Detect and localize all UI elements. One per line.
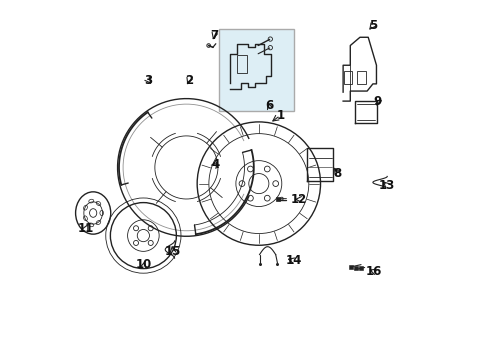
Text: 9: 9 bbox=[373, 95, 381, 108]
Bar bbox=[344, 71, 352, 84]
Text: 15: 15 bbox=[164, 244, 181, 257]
Bar bbox=[236, 55, 246, 73]
Text: 3: 3 bbox=[144, 74, 152, 87]
Text: 4: 4 bbox=[210, 158, 219, 171]
Text: 12: 12 bbox=[290, 193, 306, 206]
Bar bbox=[357, 71, 365, 84]
Text: 14: 14 bbox=[285, 254, 302, 267]
Text: 10: 10 bbox=[136, 258, 152, 271]
Text: 13: 13 bbox=[378, 179, 394, 192]
Text: 2: 2 bbox=[184, 74, 193, 87]
Text: 11: 11 bbox=[78, 222, 94, 235]
Text: 1: 1 bbox=[276, 109, 284, 122]
Text: 8: 8 bbox=[333, 167, 341, 180]
Text: 7: 7 bbox=[209, 29, 218, 42]
Text: 16: 16 bbox=[366, 265, 382, 278]
Text: 5: 5 bbox=[368, 19, 376, 32]
FancyBboxPatch shape bbox=[218, 29, 293, 111]
Text: 6: 6 bbox=[264, 99, 272, 112]
